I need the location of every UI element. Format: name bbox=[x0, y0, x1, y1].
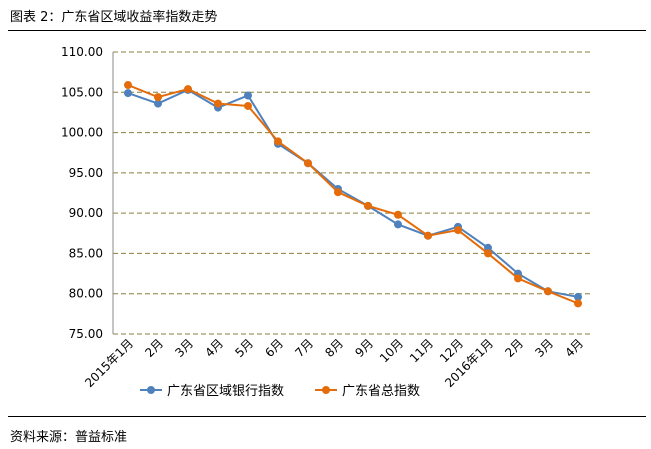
data-point bbox=[154, 99, 162, 108]
y-tick-label: 105.00 bbox=[61, 85, 103, 99]
data-point bbox=[154, 93, 162, 102]
x-tick-label: 2015年1月 bbox=[82, 336, 136, 390]
source-note: 资料来源：普益标准 bbox=[10, 430, 128, 445]
series-line bbox=[127, 84, 579, 305]
y-tick-label: 110.00 bbox=[61, 45, 103, 59]
x-tick-label: 9月 bbox=[352, 336, 376, 360]
legend-marker bbox=[322, 386, 330, 394]
x-tick-label: 11月 bbox=[407, 336, 436, 365]
x-tick-label: 2月 bbox=[502, 336, 526, 360]
data-point bbox=[124, 89, 132, 98]
y-tick-label: 85.00 bbox=[69, 246, 103, 260]
data-point bbox=[514, 274, 522, 283]
legend-label: 广东省区域银行指数 bbox=[167, 384, 284, 399]
x-tick-label: 6月 bbox=[262, 336, 286, 360]
data-point bbox=[184, 85, 192, 94]
data-point bbox=[544, 287, 552, 296]
data-point bbox=[124, 81, 132, 90]
y-tick-label: 75.00 bbox=[69, 327, 103, 341]
data-point bbox=[454, 226, 462, 235]
x-tick-label: 7月 bbox=[292, 336, 316, 360]
data-point bbox=[214, 99, 222, 108]
data-point bbox=[574, 299, 582, 308]
data-point bbox=[574, 292, 582, 301]
chart-title: 图表 2：广东省区域收益率指数走势 bbox=[10, 10, 218, 25]
x-tick-label: 3月 bbox=[532, 336, 556, 360]
data-point bbox=[244, 101, 252, 110]
x-tick-label: 5月 bbox=[232, 336, 256, 360]
top-rule bbox=[8, 30, 646, 31]
y-tick-label: 95.00 bbox=[69, 166, 103, 180]
data-point bbox=[334, 188, 342, 197]
data-point bbox=[364, 201, 372, 210]
x-tick-label: 2月 bbox=[142, 336, 166, 360]
series-line bbox=[127, 88, 579, 298]
x-tick-label: 8月 bbox=[322, 336, 346, 360]
x-tick-label: 3月 bbox=[172, 336, 196, 360]
data-point bbox=[484, 243, 492, 252]
data-point bbox=[424, 231, 432, 240]
legend-marker bbox=[147, 386, 155, 394]
data-point bbox=[394, 220, 402, 229]
bottom-rule bbox=[8, 416, 646, 417]
data-point bbox=[394, 210, 402, 219]
y-tick-label: 100.00 bbox=[61, 126, 103, 140]
x-tick-label: 4月 bbox=[562, 336, 586, 360]
data-point bbox=[484, 249, 492, 258]
y-tick-label: 90.00 bbox=[69, 206, 103, 220]
legend-label: 广东省总指数 bbox=[342, 384, 420, 399]
x-tick-label: 4月 bbox=[202, 336, 226, 360]
x-tick-label: 10月 bbox=[377, 336, 406, 365]
data-point bbox=[274, 137, 282, 146]
y-tick-label: 80.00 bbox=[69, 287, 103, 301]
data-point bbox=[304, 159, 312, 168]
data-point bbox=[244, 91, 252, 100]
